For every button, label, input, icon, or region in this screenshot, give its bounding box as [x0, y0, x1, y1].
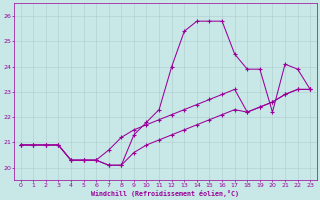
X-axis label: Windchill (Refroidissement éolien,°C): Windchill (Refroidissement éolien,°C) [92, 190, 239, 197]
